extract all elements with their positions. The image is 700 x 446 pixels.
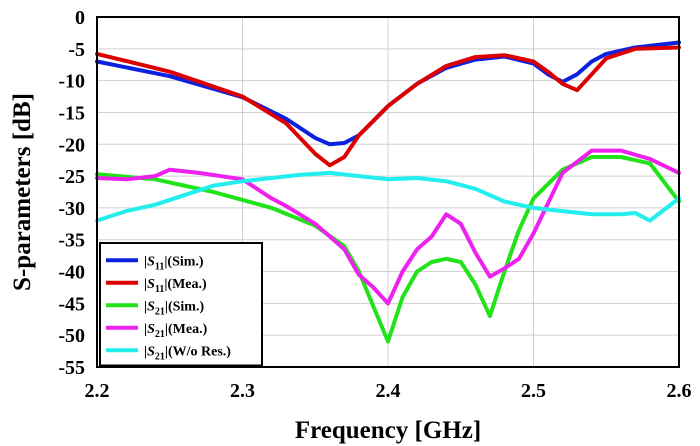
legend-entry-subscript: 21 <box>155 351 165 362</box>
y-tick-labels: 0 -5 -10 -15 -20 -25 -30 -35 -40 -45 -50 -55 <box>58 7 85 379</box>
y-tick-label: -30 <box>58 198 85 220</box>
x-tick-label: 2.3 <box>230 380 255 402</box>
x-tick-label: 2.4 <box>376 380 401 402</box>
series-line-4 <box>95 170 681 223</box>
y-tick-label: 0 <box>75 7 85 29</box>
y-tick-label: -50 <box>58 325 85 347</box>
legend-entry-var: S <box>147 322 155 337</box>
legend-entry-var: S <box>147 344 155 359</box>
legend-entry-subscript: 11 <box>155 261 164 272</box>
legend-entry: |S21|(W/o Res.) <box>144 344 231 362</box>
legend-entry: |S21|(Sim.) <box>144 299 204 317</box>
series-line-3 <box>95 148 681 306</box>
legend-entry-var: S <box>147 277 155 292</box>
legend-entry: |S21|(Mea.) <box>144 322 208 340</box>
legend-entry-pre: | <box>144 277 147 292</box>
x-tick-label: 2.2 <box>85 380 110 402</box>
legend-entry: |S11|(Mea.) <box>144 277 207 295</box>
x-tick-labels: 2.2 2.3 2.4 2.5 2.6 <box>85 380 692 402</box>
legend-entry-post: |(Mea.) <box>165 322 208 337</box>
legend-entry-var: S <box>147 254 155 269</box>
y-tick-label: -35 <box>58 230 85 252</box>
y-tick-label: -5 <box>68 39 85 61</box>
legend-entry-pre: | <box>144 344 147 359</box>
legend-entry-pre: | <box>144 322 147 337</box>
y-tick-label: -55 <box>58 357 85 379</box>
y-tick-label: -15 <box>58 102 85 124</box>
legend-entry-post: |(Sim.) <box>164 254 204 269</box>
legend-entry-pre: | <box>144 299 147 314</box>
y-tick-label: -10 <box>58 71 85 93</box>
legend-entry: |S11|(Sim.) <box>144 254 204 272</box>
series-line-1 <box>95 45 681 168</box>
plot-frame <box>96 16 680 368</box>
y-tick-label: -45 <box>58 293 85 315</box>
legend-entry-post: |(W/o Res.) <box>165 344 231 359</box>
legend: |S11|(Sim.)|S11|(Mea.)|S21|(Sim.)|S21|(M… <box>99 242 263 367</box>
legend-entry-var: S <box>147 299 155 314</box>
legend-entry-subscript: 21 <box>155 329 165 340</box>
y-tick-label: -25 <box>58 166 85 188</box>
y-axis-label: S-parameters [dB] <box>9 93 36 291</box>
legend-entry-subscript: 11 <box>155 284 164 295</box>
series-layer <box>95 40 681 344</box>
y-tick-label: -40 <box>58 262 85 284</box>
legend-entry-subscript: 21 <box>155 306 165 317</box>
legend-entry-pre: | <box>144 254 147 269</box>
x-tick-label: 2.6 <box>667 380 692 402</box>
legend-entry-post: |(Mea.) <box>164 277 207 292</box>
x-axis-label: Frequency [GHz] <box>295 417 481 444</box>
x-tick-label: 2.5 <box>521 380 546 402</box>
legend-entry-post: |(Sim.) <box>165 299 205 314</box>
y-tick-label: -20 <box>58 134 85 156</box>
